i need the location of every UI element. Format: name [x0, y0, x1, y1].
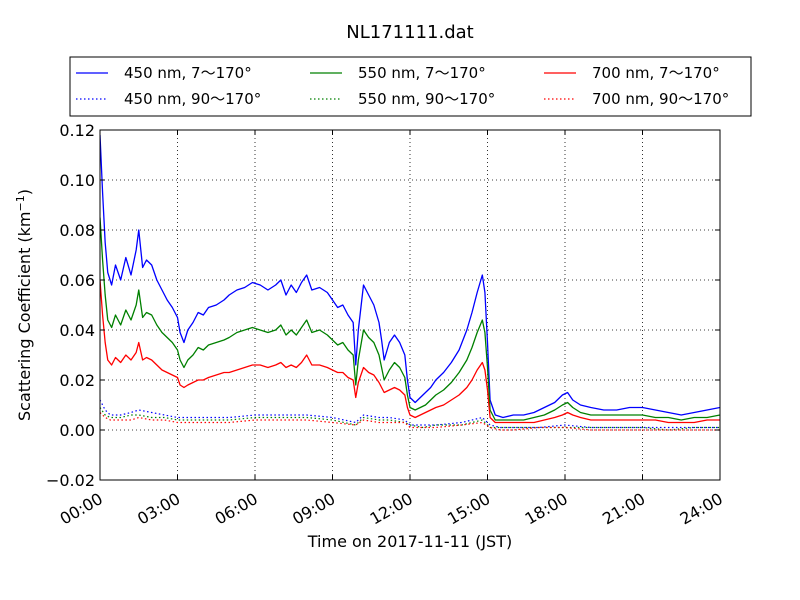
legend-label-1: 450 nm, 7～170° — [124, 64, 252, 82]
series-line-4 — [100, 399, 720, 429]
legend: 450 nm, 7～170° 550 nm, 7～170° 700 nm, 7～17… — [69, 56, 752, 117]
chart-title: NL171111.dat — [346, 22, 473, 43]
series-line-5 — [100, 407, 720, 431]
series-line-3 — [100, 279, 720, 424]
y-axis-label: Scattering Coefficient (km−1) — [14, 189, 34, 421]
y-tick-label: 0.12 — [59, 121, 95, 140]
y-axis-label-main: Scattering Coefficient (km — [15, 211, 34, 421]
x-tick-label: 21:00 — [599, 489, 648, 529]
x-tick-label: 09:00 — [289, 489, 338, 529]
legend-label-6: 700 nm, 90～170° — [592, 90, 729, 108]
legend-label-4: 450 nm, 90～170° — [124, 90, 261, 108]
x-tick-label: 15:00 — [444, 489, 493, 529]
y-tick-label: 0.08 — [59, 221, 95, 240]
y-tick-label: 0.02 — [59, 371, 95, 390]
y-tick-label: −0.02 — [46, 471, 95, 490]
grid — [100, 130, 720, 480]
legend-box — [69, 56, 752, 117]
ticks: 00:00 03:00 06:00 09:00 12:00 15:00 18:00 21:00… — [46, 121, 726, 529]
y-axis-label-end: ) — [15, 189, 34, 195]
x-tick-label: 12:00 — [367, 489, 416, 529]
x-tick-label: 18:00 — [522, 489, 571, 529]
x-tick-label: 03:00 — [134, 489, 183, 529]
y-tick-label: 0.00 — [59, 421, 95, 440]
series-line-1 — [100, 134, 720, 419]
series-layer — [100, 134, 720, 431]
series-line-2 — [100, 217, 720, 421]
y-tick-label: 0.04 — [59, 321, 95, 340]
x-tick-label: 00:00 — [57, 489, 106, 529]
x-axis-label: Time on 2017-11-11 (JST) — [307, 532, 512, 551]
y-axis-label-superscript: −1 — [14, 195, 27, 211]
legend-label-3: 700 nm, 7～170° — [592, 64, 720, 82]
legend-label-5: 550 nm, 90～170° — [358, 90, 495, 108]
y-tick-label: 0.10 — [59, 171, 95, 190]
legend-label-2: 550 nm, 7～170° — [358, 64, 486, 82]
x-tick-label: 24:00 — [677, 489, 726, 529]
series-line-6 — [100, 412, 720, 431]
y-tick-label: 0.06 — [59, 271, 95, 290]
x-tick-label: 06:00 — [212, 489, 261, 529]
